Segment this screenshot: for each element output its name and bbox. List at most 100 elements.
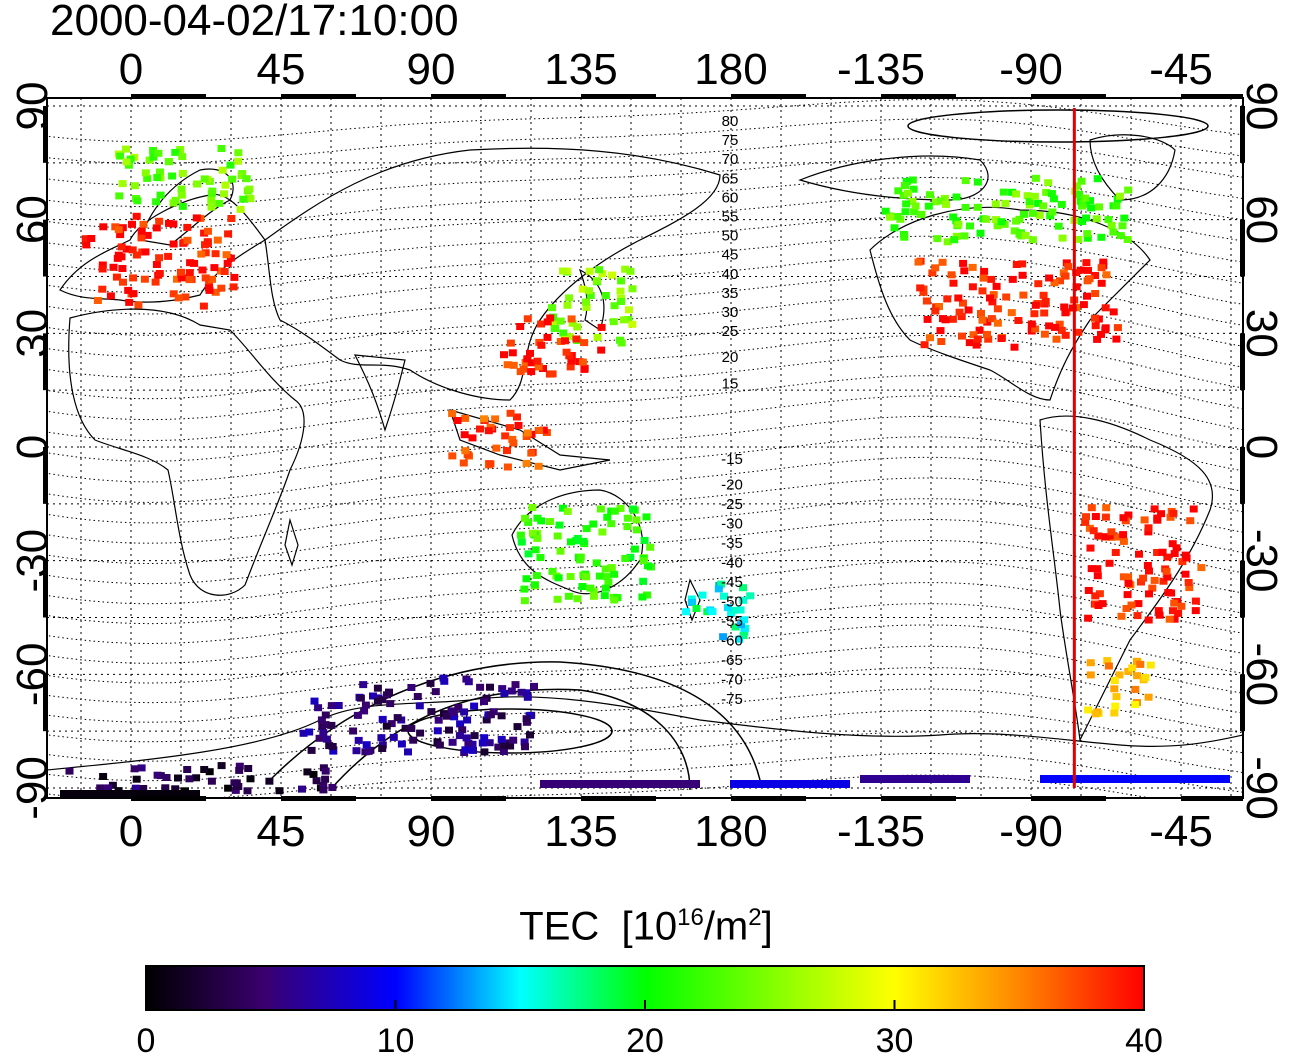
tec-cell: [573, 595, 582, 603]
tec-cell: [1099, 258, 1108, 266]
tec-cell: [524, 518, 533, 526]
tec-cell: [595, 572, 604, 580]
tec-cell: [328, 743, 337, 750]
contour-line: [47, 354, 1243, 421]
tec-cell: [1109, 532, 1118, 540]
tec-cell: [173, 275, 181, 283]
tec-cell: [1007, 309, 1016, 317]
tec-cell: [931, 198, 940, 206]
tec-cell: [617, 298, 626, 305]
tec-cell: [356, 694, 365, 702]
tec-cell: [1104, 216, 1113, 224]
tec-cell: [201, 274, 210, 282]
tec-cell: [1153, 549, 1162, 556]
tec-cell: [1083, 230, 1092, 238]
tec-cell: [511, 681, 520, 689]
lon-tick-label: 180: [694, 807, 767, 856]
tec-cell: [546, 314, 555, 322]
tec-cell: [236, 205, 245, 213]
tec-cell: [1082, 513, 1090, 521]
tec-cell: [1134, 600, 1143, 608]
tec-cell: [1169, 509, 1178, 517]
colorbar-tick-label: 40: [1125, 1022, 1163, 1057]
tec-cell: [1123, 591, 1132, 599]
tec-cell: [548, 370, 557, 378]
tec-cell: [554, 574, 563, 582]
tec-cell: [1049, 195, 1058, 203]
tec-cell: [450, 713, 459, 721]
frame-bar: [1181, 94, 1243, 99]
tec-cell: [463, 716, 472, 724]
tec-cell: [949, 279, 958, 287]
colorbar-tick-label: 20: [626, 1022, 664, 1057]
tec-cell: [298, 785, 306, 793]
tec-cell: [224, 230, 233, 238]
tec-cell: [211, 250, 220, 258]
frame-bar: [43, 219, 48, 277]
tec-cell: [520, 585, 529, 593]
coastline-path: [869, 206, 1151, 401]
tec-cell: [315, 734, 324, 742]
tec-cell: [1154, 607, 1163, 615]
tec-cell: [626, 553, 635, 561]
tec-cell: [914, 258, 923, 266]
tec-cell: [1174, 609, 1183, 617]
tec-cell: [523, 693, 532, 701]
lat-tick-label: 60: [8, 195, 57, 244]
tec-cell: [1074, 235, 1083, 243]
frame-bar: [731, 94, 806, 99]
tec-cell: [1092, 215, 1101, 223]
tec-cell: [207, 196, 216, 204]
tec-cell: [1074, 328, 1083, 336]
tec-cell: [1075, 190, 1083, 198]
colorbar: [145, 965, 1145, 1011]
tec-cell: [1184, 579, 1193, 586]
tec-cell: [137, 764, 146, 772]
tec-cell: [646, 543, 655, 551]
lat-tick-label: 0: [1237, 435, 1286, 459]
colorbar-tick-label: 10: [377, 1022, 415, 1057]
tec-cell: [916, 210, 925, 218]
tec-cell: [1135, 550, 1143, 558]
frame-bar: [1240, 333, 1245, 391]
tec-cell: [461, 414, 470, 422]
tec-cell: [1081, 194, 1090, 202]
coastline-path: [68, 308, 305, 596]
tec-cell: [536, 554, 545, 561]
tec-cell: [354, 736, 363, 744]
tec-cell: [1091, 272, 1100, 279]
coastline-path: [1089, 134, 1176, 201]
frame-bar: [43, 674, 48, 732]
tec-cell: [183, 223, 192, 231]
tec-cell: [923, 315, 932, 323]
tec-cell: [229, 283, 238, 291]
tec-cell: [965, 339, 974, 347]
tec-cell: [937, 338, 946, 345]
tec-cell: [610, 596, 619, 604]
tec-cell: [1155, 611, 1164, 619]
tec-cell: [1145, 590, 1153, 598]
tec-cell: [600, 592, 609, 600]
tec-cell: [993, 305, 1002, 313]
tec-cell: [96, 784, 105, 792]
tec-cell: [526, 349, 534, 357]
contour-label: 60: [722, 189, 739, 206]
tec-cell: [933, 235, 942, 243]
lon-ticks-top: 0 45 90 135 180 -135 -90 -45: [119, 45, 1213, 94]
tec-cell: [299, 729, 308, 737]
tec-cell: [1091, 592, 1100, 600]
tec-cell: [230, 273, 239, 281]
tec-cell: [508, 349, 517, 357]
tec-cell: [522, 718, 531, 726]
tec-cell: [200, 175, 209, 183]
tec-cell: [1169, 607, 1177, 615]
tec-cell: [129, 274, 138, 282]
tec-cell: [610, 570, 619, 578]
tec-cell: [205, 286, 214, 294]
tec-cell: [928, 269, 937, 277]
colorbar-unit-exp: 16: [677, 904, 704, 931]
tec-cell: [1056, 277, 1064, 285]
tec-cell: [578, 358, 587, 366]
tec-cell: [625, 306, 633, 314]
tec-cell: [317, 716, 326, 724]
